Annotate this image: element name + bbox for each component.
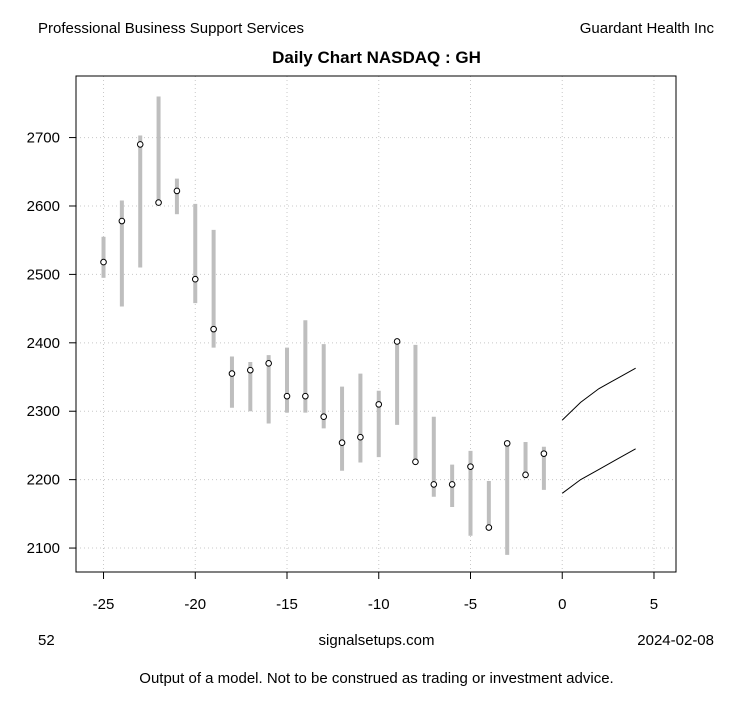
y-tick-label: 2300: [27, 403, 60, 420]
y-tick-label: 2100: [27, 540, 60, 557]
x-tick-label: -25: [93, 596, 115, 613]
footer-date: 2024-02-08: [637, 632, 714, 649]
y-tick-label: 2200: [27, 472, 60, 489]
grid-lines: [76, 76, 676, 572]
y-tick-label: 2700: [27, 130, 60, 147]
plot-frame: [75, 75, 677, 573]
y-tick-label: 2400: [27, 335, 60, 352]
close-point: [191, 275, 199, 283]
close-point: [430, 481, 438, 488]
y-axis: 2100 2200 2300 2400 2500 2600 2700: [27, 130, 76, 557]
x-axis: -25 -20 -15 -10 -5 0 5: [93, 572, 658, 613]
close-point: [118, 217, 126, 225]
x-tick-label: -15: [276, 596, 298, 613]
forecast-line: [561, 367, 636, 421]
forecast-line: [561, 448, 636, 494]
close-point: [302, 392, 309, 400]
x-tick-label: -10: [368, 596, 390, 613]
x-tick-label: -20: [184, 596, 206, 613]
close-point: [393, 338, 401, 345]
company-name: Guardant Health Inc: [579, 20, 714, 37]
close-point: [357, 433, 364, 441]
y-tick-label: 2500: [27, 266, 60, 283]
close-point: [338, 439, 346, 446]
close-point: [412, 458, 419, 466]
close-point: [467, 463, 474, 470]
close-point: [283, 392, 291, 400]
close-point: [485, 524, 493, 531]
disclaimer: Output of a model. Not to be construed a…: [139, 670, 614, 687]
x-tick-label: 0: [558, 596, 566, 613]
close-point: [210, 325, 217, 333]
close-point: [173, 187, 181, 195]
close-point: [155, 199, 162, 206]
close-point: [228, 370, 236, 377]
close-point: [136, 141, 144, 148]
footer-site: signalsetups.com: [318, 632, 435, 649]
price-ranges: [101, 96, 546, 555]
close-point: [247, 366, 254, 374]
close-point: [522, 471, 529, 479]
x-tick-label: 5: [650, 596, 658, 613]
sector-label: Professional Business Support Services: [38, 20, 304, 37]
close-point: [503, 440, 511, 447]
x-tick-label: -5: [464, 596, 477, 613]
close-point: [448, 481, 456, 488]
close-point: [100, 258, 107, 266]
close-point: [320, 413, 328, 421]
forecast-lines: [561, 367, 636, 494]
close-point: [540, 450, 548, 457]
close-point: [265, 360, 272, 367]
close-markers: [100, 141, 548, 531]
chart-title: Daily Chart NASDAQ : GH: [272, 48, 481, 67]
footer-number: 52: [38, 632, 55, 649]
y-tick-label: 2600: [27, 198, 60, 215]
close-point: [375, 401, 383, 408]
